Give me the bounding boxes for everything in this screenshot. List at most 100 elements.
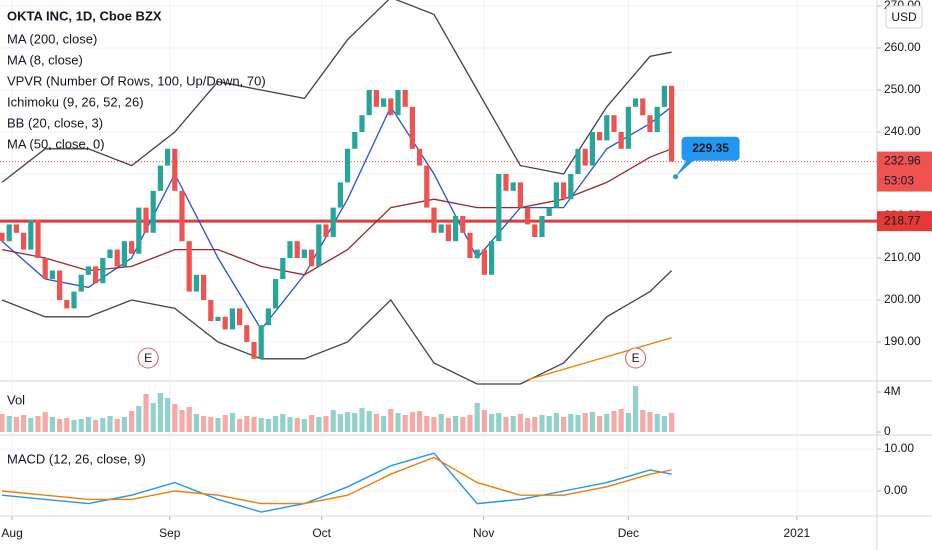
candle-body (373, 90, 379, 107)
candle-body (654, 106, 660, 133)
volume-bar (352, 413, 358, 432)
volume-bar (172, 404, 178, 432)
volume-bar (661, 416, 667, 432)
volume-bar (373, 414, 379, 432)
volume-bar (229, 413, 236, 432)
volume-bar (64, 418, 70, 432)
volume-bar (582, 413, 588, 432)
volume-bar (431, 417, 437, 432)
volume-bar (287, 417, 293, 432)
volume-bar (35, 416, 41, 432)
y-tick-label: 250.00 (884, 82, 921, 96)
candle-body (244, 325, 250, 342)
candle-body (553, 182, 559, 208)
x-tick-label: Nov (473, 526, 494, 540)
candle-body (28, 220, 34, 250)
volume-bar (647, 412, 653, 432)
currency-box[interactable] (885, 5, 923, 29)
volume-bar (503, 417, 509, 432)
candle-body (114, 249, 120, 267)
volume-bar (424, 416, 430, 432)
candle-body (402, 90, 408, 107)
candle-body (208, 299, 214, 321)
volume-bar (157, 393, 164, 432)
volume-bar (654, 414, 660, 432)
candle-body (618, 132, 624, 149)
volume-bar (409, 412, 415, 432)
candle-body (85, 266, 92, 275)
candle-body (582, 148, 588, 166)
candle-body (575, 148, 581, 174)
candle-body (21, 232, 27, 250)
volume-bar (193, 414, 200, 432)
volume-bar (71, 420, 77, 432)
volume-bar (49, 417, 56, 432)
volume-bar (165, 398, 171, 432)
volume-bar (402, 415, 408, 432)
candle-body (193, 274, 200, 292)
macd-line (1, 456, 672, 505)
volume-bar (496, 413, 502, 432)
candle-body (222, 316, 228, 330)
candle-body (647, 115, 653, 133)
candle-body (150, 190, 156, 233)
volume-bar (237, 419, 243, 432)
candle-body (661, 85, 667, 107)
candle-body (344, 148, 351, 183)
y-tick-label: 4M (884, 384, 901, 398)
volume-bar (143, 394, 149, 432)
volume-bar (100, 418, 106, 432)
x-tick-label: Sep (159, 526, 181, 540)
candle-body (100, 257, 106, 284)
candle-body (136, 207, 142, 254)
volume-bar (445, 418, 451, 432)
volume-bar (93, 420, 99, 432)
y-tick-label: 210.00 (884, 250, 921, 264)
volume-bar (560, 417, 567, 432)
indicator-label: Ichimoku (9, 26, 52, 26) (7, 94, 144, 109)
candle-body (352, 132, 358, 149)
candle-body (287, 241, 293, 258)
indicator-line (527, 337, 672, 381)
indicator-line (1, 270, 673, 385)
earnings-marker (137, 347, 159, 369)
candle-body (481, 249, 487, 275)
candle-body (215, 316, 221, 321)
callout-label: 229.35 (692, 141, 729, 155)
volume-bar (208, 417, 214, 432)
indicator-label: MA (50, close, 0) (7, 136, 105, 151)
y-tick-label: 0.00 (884, 483, 908, 497)
candle-body (64, 299, 70, 309)
volume-bar (604, 414, 610, 432)
candle-body (143, 207, 149, 233)
candle-body (121, 241, 128, 267)
candle-body (237, 308, 243, 326)
volume-bar (273, 416, 279, 432)
indicator-label: MA (8, close) (7, 52, 83, 67)
y-tick-label: 10.00 (884, 441, 914, 455)
volume-bar (265, 419, 272, 432)
volume-bar (330, 410, 336, 432)
candle-body (93, 266, 99, 284)
callout-pointer (675, 158, 696, 177)
candle-body (452, 215, 459, 242)
candle-body (611, 115, 617, 133)
macd-label: MACD (12, 26, close, 9) (7, 451, 146, 466)
volume-bar (28, 418, 34, 432)
volume-bar (438, 414, 444, 432)
y-tick-label: 0 (884, 424, 891, 438)
volume-bar (121, 417, 128, 432)
volume-bar (532, 417, 538, 432)
candle-body (258, 325, 264, 359)
x-tick-label: Oct (312, 526, 331, 540)
volume-bar (114, 419, 120, 432)
symbol-title: OKTA INC, 1D, Cboe BZX (7, 8, 162, 23)
candle-body (0, 232, 5, 242)
y-tick-label: 240.00 (884, 124, 921, 138)
candle-body (380, 98, 387, 107)
volume-bar (452, 416, 459, 432)
volume-bar (460, 417, 466, 432)
candle-body (179, 190, 185, 242)
indicator-line (1, 148, 672, 276)
